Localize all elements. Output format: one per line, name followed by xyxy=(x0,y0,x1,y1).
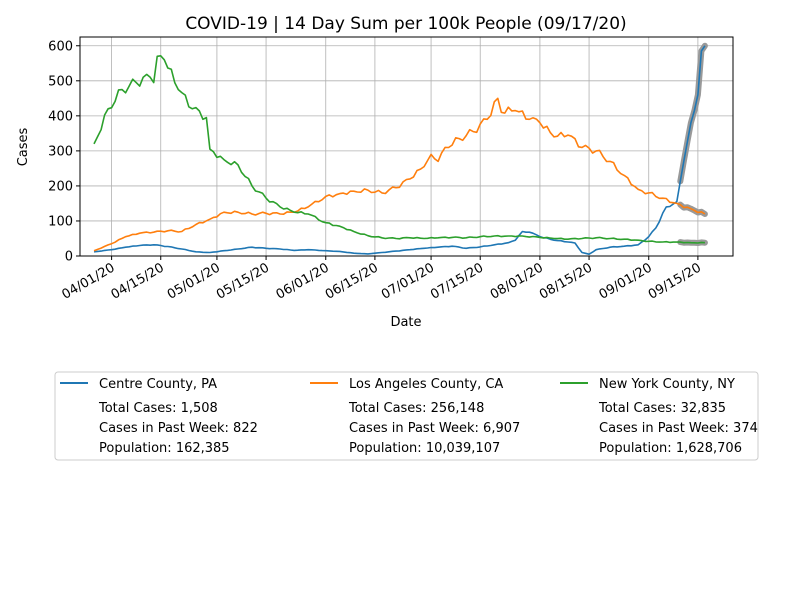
y-tick-label: 200 xyxy=(48,179,73,194)
series-lines xyxy=(93,45,706,255)
legend-label-2: New York County, NY xyxy=(599,377,735,392)
legend-detail-1: Cases in Past Week: 6,907 xyxy=(349,421,520,436)
x-tick-label: 08/15/20 xyxy=(537,260,595,302)
legend-detail-2: Total Cases: 32,835 xyxy=(598,401,726,416)
chart-title: COVID-19 | 14 Day Sum per 100k People (0… xyxy=(185,14,626,34)
legend-label-1: Los Angeles County, CA xyxy=(349,377,503,392)
series-line-1 xyxy=(93,97,706,252)
recent-highlights xyxy=(677,42,708,246)
legend-detail-1: Population: 10,039,107 xyxy=(349,441,500,456)
x-tick-label: 04/15/20 xyxy=(109,260,167,302)
y-tick-label: 400 xyxy=(48,109,73,124)
x-tick-label: 05/15/20 xyxy=(214,260,272,302)
x-axis-label: Date xyxy=(390,315,421,330)
y-tick-label: 500 xyxy=(48,74,73,89)
x-tick-label: 08/01/20 xyxy=(488,260,546,302)
legend-detail-1: Total Cases: 256,148 xyxy=(348,401,484,416)
x-tick-label: 07/15/20 xyxy=(428,260,486,302)
legend-detail-2: Cases in Past Week: 374 xyxy=(599,421,758,436)
legend-detail-0: Total Cases: 1,508 xyxy=(98,401,218,416)
legend: Centre County, PA Total Cases: 1,508 Cases… xyxy=(54,371,759,461)
legend-detail-2: Population: 1,628,706 xyxy=(599,441,742,456)
legend-detail-0: Cases in Past Week: 822 xyxy=(99,421,258,436)
y-tick-label: 100 xyxy=(48,214,73,229)
series-line-0 xyxy=(93,45,706,255)
x-tick-label: 07/01/20 xyxy=(379,260,437,302)
legend-box xyxy=(54,371,759,461)
plot-frame xyxy=(79,36,734,257)
grid xyxy=(80,37,733,257)
x-tick-label: 09/15/20 xyxy=(646,260,704,302)
x-tick-label: 06/01/20 xyxy=(274,260,332,302)
y-axis: 0 100 200 300 400 500 600 xyxy=(48,39,80,265)
x-tick-label: 05/01/20 xyxy=(165,260,223,302)
y-axis-label: Cases xyxy=(16,127,31,166)
x-tick-label: 09/01/20 xyxy=(597,260,655,302)
y-tick-label: 600 xyxy=(48,39,73,54)
y-tick-label: 300 xyxy=(48,144,73,159)
x-tick-label: 06/15/20 xyxy=(323,260,381,302)
legend-detail-0: Population: 162,385 xyxy=(99,441,230,456)
series-line-2 xyxy=(93,55,705,244)
x-tick-label: 04/01/20 xyxy=(60,260,118,302)
legend-label-0: Centre County, PA xyxy=(99,377,217,392)
y-tick-label: 0 xyxy=(65,250,73,265)
